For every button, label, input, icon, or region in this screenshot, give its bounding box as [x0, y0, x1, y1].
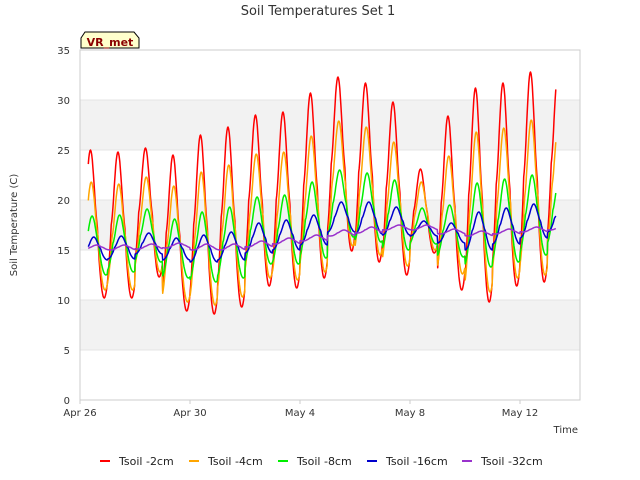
- y-tick-label: 30: [57, 96, 70, 107]
- station-badge-label: VR_met: [87, 36, 134, 49]
- series-line-tsoil-32cm: [87, 224, 557, 251]
- series-line-tsoil-16cm: [87, 201, 557, 263]
- plot-frame: [79, 49, 581, 401]
- x-tick-label: May 12: [502, 408, 539, 419]
- x-tick-label: May 8: [395, 408, 425, 419]
- background-band: [80, 300, 580, 350]
- series-line-tsoil-8cm: [87, 169, 557, 283]
- legend-label: Tsoil -16cm: [385, 455, 448, 468]
- y-tick-label: 15: [57, 246, 70, 257]
- y-tick-label: 0: [64, 396, 70, 407]
- background-band: [80, 100, 580, 150]
- x-axis-label: Time: [553, 425, 578, 436]
- y-tick-label: 25: [57, 146, 70, 157]
- x-axis-ticks: Apr 26 Apr 30 May 4 May 8 May 12: [63, 400, 538, 419]
- station-badge-shape: [80, 31, 140, 49]
- station-badge: VR_met: [80, 31, 140, 49]
- legend-label: Tsoil -8cm: [296, 455, 352, 468]
- y-axis-label: Soil Temperature (C): [9, 174, 20, 277]
- series-line-tsoil-2cm: [87, 71, 557, 315]
- legend-label: Tsoil -2cm: [118, 455, 174, 468]
- y-tick-label: 5: [64, 346, 70, 357]
- chart-title: Soil Temperatures Set 1: [241, 4, 396, 19]
- y-axis-ticks: 0 5 10 15 20 25 30 35: [57, 46, 70, 407]
- legend-label: Tsoil -4cm: [207, 455, 263, 468]
- series-lines: [87, 71, 557, 315]
- y-tick-label: 35: [57, 46, 70, 57]
- y-tick-label: 10: [57, 296, 70, 307]
- legend-label: Tsoil -32cm: [480, 455, 543, 468]
- y-tick-label: 20: [57, 196, 70, 207]
- x-tick-label: May 4: [285, 408, 315, 419]
- legend: Tsoil -2cm Tsoil -4cm Tsoil -8cm Tsoil -16c…: [100, 455, 543, 468]
- x-tick-label: Apr 30: [173, 408, 206, 419]
- x-tick-label: Apr 26: [63, 408, 96, 419]
